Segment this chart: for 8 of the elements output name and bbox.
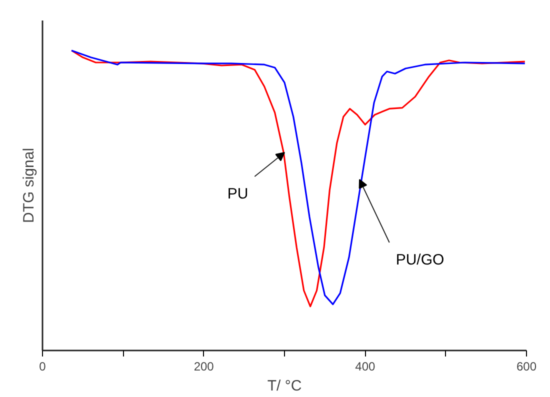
x-tick-label: 600 — [516, 360, 537, 374]
x-tick-label: 200 — [194, 360, 214, 374]
x-tick-label: 400 — [355, 360, 376, 374]
x-tick-label: 0 — [39, 360, 46, 374]
annotation: PU — [227, 186, 248, 202]
annotation: PU/GO — [396, 252, 444, 268]
x-axis-title: T/ °C — [267, 378, 302, 394]
y-axis-title: DTG signal — [20, 148, 38, 224]
